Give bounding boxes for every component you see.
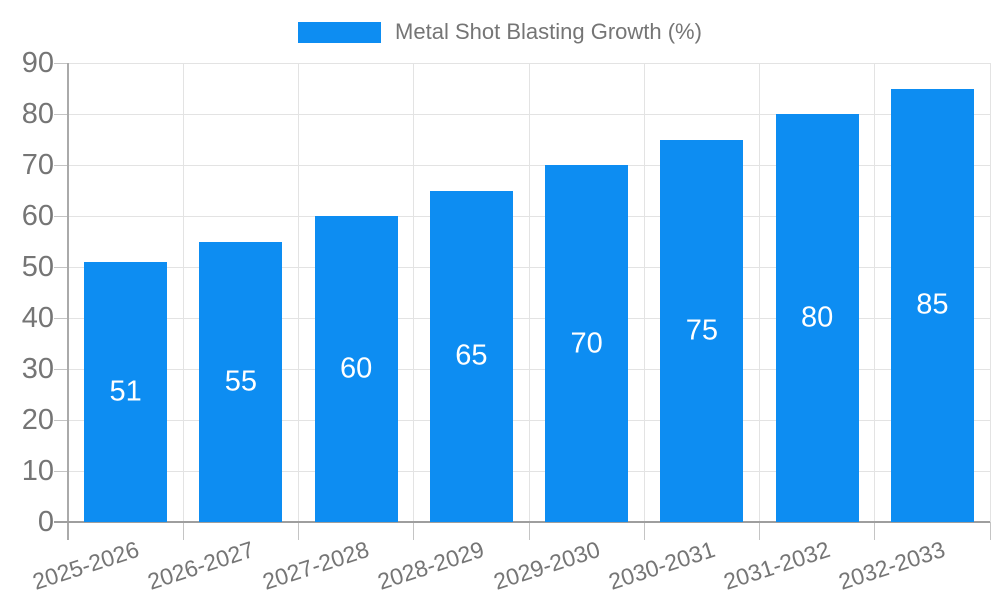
y-axis-label: 80 (21, 98, 54, 130)
gridline-vertical (643, 63, 645, 522)
bar-value-label: 65 (455, 339, 488, 372)
gridline-vertical (182, 63, 184, 522)
y-axis-tick (54, 266, 68, 268)
gridline-vertical (298, 63, 299, 522)
x-axis-tick (643, 522, 645, 540)
y-axis-tick (54, 164, 68, 166)
x-axis-tick (989, 522, 991, 540)
x-axis-tick (528, 522, 530, 540)
gridline-vertical (759, 63, 760, 522)
x-axis-tick (874, 522, 876, 540)
y-axis-label: 20 (21, 404, 54, 436)
bar-value-label: 85 (916, 288, 949, 321)
y-axis-tick (54, 470, 68, 472)
y-axis-label: 40 (21, 302, 54, 334)
x-axis-tick (759, 522, 760, 540)
x-axis-label: 2025-2026 (29, 536, 142, 595)
y-axis-tick (54, 113, 68, 115)
x-axis-tick (298, 522, 299, 540)
y-axis-line (67, 63, 69, 540)
x-axis-label: 2028-2029 (374, 536, 488, 595)
x-axis-tick (413, 522, 415, 540)
y-axis-label: 70 (21, 149, 54, 181)
y-axis-tick (54, 419, 68, 421)
x-axis-label: 2032-2033 (835, 536, 949, 595)
bar-value-label: 75 (685, 314, 719, 347)
y-axis-label: 30 (21, 353, 54, 385)
gridline-vertical (413, 63, 415, 522)
bar (545, 165, 629, 522)
chart-legend[interactable]: Metal Shot Blasting Growth (%) (0, 16, 1000, 48)
legend-label: Metal Shot Blasting Growth (%) (395, 19, 702, 44)
bar (775, 114, 859, 522)
bar (890, 88, 974, 522)
y-axis-label: 60 (21, 200, 54, 232)
x-axis-label: 2030-2031 (605, 536, 718, 595)
gridline-vertical (528, 63, 530, 522)
bar-value-label: 60 (339, 352, 373, 385)
bar (199, 241, 283, 522)
bar-value-label: 70 (570, 327, 603, 359)
y-axis-label: 0 (37, 506, 54, 538)
x-axis-tick (182, 522, 184, 540)
bar (84, 261, 168, 522)
gridline-vertical (989, 63, 991, 522)
y-axis-tick (54, 215, 68, 217)
bar-value-label: 55 (224, 365, 258, 398)
x-axis-label: 2026-2027 (144, 536, 257, 595)
legend-swatch (298, 21, 382, 43)
y-axis-tick (54, 368, 68, 370)
x-axis-label: 2029-2030 (490, 536, 603, 595)
x-axis-label: 2027-2028 (259, 536, 373, 595)
x-axis-line (54, 521, 990, 523)
x-axis-label: 2031-2032 (720, 536, 834, 595)
bar (314, 216, 398, 522)
bar (660, 139, 744, 522)
y-axis-tick (54, 317, 68, 319)
bar-value-label: 80 (800, 301, 834, 334)
gridline-vertical (874, 63, 876, 522)
y-axis-label: 50 (21, 251, 54, 283)
bar-value-label: 51 (109, 375, 142, 408)
y-axis-label: 90 (21, 47, 54, 79)
y-axis-tick (54, 62, 68, 64)
y-axis-label: 10 (21, 455, 54, 487)
bar (429, 190, 513, 522)
